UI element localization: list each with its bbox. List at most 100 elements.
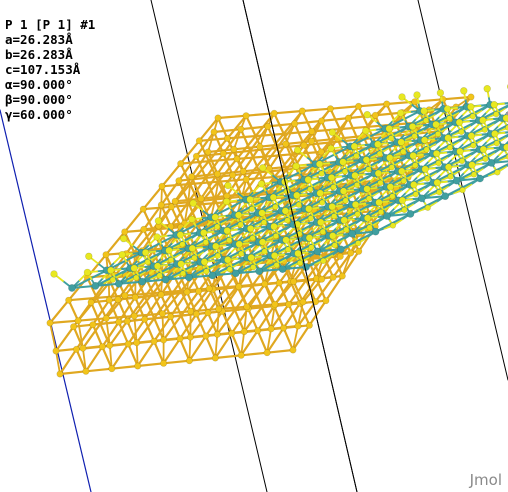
gold-atom <box>197 195 205 203</box>
gold-bond <box>216 114 248 120</box>
gold-atom <box>192 310 200 318</box>
gold-atom <box>140 225 148 233</box>
gold-bond <box>105 294 127 320</box>
gold-bond <box>283 260 295 283</box>
tungsten-atom <box>487 158 496 167</box>
sulfur-atom <box>269 193 278 202</box>
gold-atom <box>121 228 129 236</box>
gold-atom <box>235 283 243 291</box>
gold-bond <box>292 280 305 304</box>
gold-atom <box>318 275 326 283</box>
gold-bond <box>226 135 257 140</box>
sulfur-atom <box>119 234 128 243</box>
tungsten-atom <box>185 273 193 282</box>
sulfur-atom <box>366 224 373 231</box>
gold-atom <box>46 319 54 327</box>
sulfur-atom <box>436 89 445 97</box>
w-w-bond <box>245 180 282 201</box>
w-w-bond <box>140 233 178 254</box>
sulfur-atom <box>458 157 466 165</box>
gold-bond <box>188 336 192 362</box>
gold-atom <box>317 148 325 156</box>
gold-bond <box>170 205 182 229</box>
sulfur-atom <box>398 196 407 205</box>
gold-atom <box>275 279 283 287</box>
gold-atom <box>219 150 227 158</box>
tungsten-atom <box>313 247 322 256</box>
gold-atom <box>214 114 222 122</box>
gold-bond <box>180 289 192 313</box>
sulfur-atom <box>505 124 508 131</box>
sulfur-atom <box>386 154 394 162</box>
gold-bond <box>75 323 95 351</box>
unit-cell-front-edges <box>242 0 358 492</box>
gold-bond <box>214 333 219 359</box>
sulfur-atom <box>446 144 454 151</box>
gold-bond <box>188 334 207 362</box>
gold-atom <box>290 278 298 286</box>
w-w-bond <box>211 272 237 277</box>
gold-bond <box>320 119 332 144</box>
sulfur-atom <box>331 213 338 220</box>
gold-bond <box>49 322 57 352</box>
cell-beta-label: β=90.000° <box>5 92 73 107</box>
gold-bond <box>270 303 290 330</box>
sulfur-atom <box>327 173 336 182</box>
gold-atom <box>229 171 237 179</box>
gold-atom <box>264 122 272 130</box>
sulfur-atom <box>130 264 138 272</box>
gold-atom <box>298 107 306 115</box>
gold-bond <box>240 171 261 198</box>
ws2-layer-atoms <box>50 83 508 292</box>
gold-atom <box>243 303 251 311</box>
gold-bond <box>204 334 217 360</box>
gold-bond <box>282 326 295 352</box>
gold-bond <box>296 300 317 328</box>
gold-bond <box>108 344 113 370</box>
sulfur-atom <box>144 259 151 266</box>
gold-bond <box>240 351 269 357</box>
gold-atom <box>185 357 193 365</box>
sulfur-atom <box>400 148 407 155</box>
sulfur-atom <box>377 179 384 186</box>
gold-atom <box>336 252 344 260</box>
gold-atom <box>294 322 302 330</box>
gold-atom <box>299 298 307 306</box>
gold-atom <box>237 125 245 133</box>
sulfur-atom <box>202 239 209 246</box>
gold-bond <box>204 152 225 179</box>
gold-bond <box>230 332 243 357</box>
gold-bond <box>135 338 165 344</box>
gold-atom <box>256 143 264 151</box>
sulfur-atom <box>235 240 243 248</box>
sulfur-atom <box>375 198 383 207</box>
tungsten-atom <box>476 174 484 183</box>
w-w-bond <box>188 274 214 279</box>
gold-bond <box>292 325 299 351</box>
sulfur-atom <box>494 169 501 176</box>
sulfur-atom <box>481 126 488 133</box>
gold-bond <box>301 109 313 133</box>
sulfur-atom <box>446 115 453 122</box>
w-w-bond <box>258 268 284 273</box>
w-w-bond <box>314 145 352 166</box>
sulfur-atom <box>328 203 336 211</box>
gold-atom <box>52 347 60 355</box>
w-w-bond <box>420 195 447 200</box>
sulfur-atom <box>261 248 268 255</box>
w-w-bond <box>141 278 167 283</box>
gold-bond <box>320 128 341 153</box>
gold-bond <box>72 325 85 350</box>
sulfur-atom <box>411 133 418 140</box>
gold-bond <box>123 292 155 297</box>
gold-bond <box>99 322 111 347</box>
w-w-bond <box>281 266 307 271</box>
gold-bond <box>153 317 165 341</box>
sulfur-atom <box>341 168 349 175</box>
sulfur-atom <box>200 229 208 237</box>
sulfur-atom <box>156 272 163 279</box>
gold-bond <box>142 205 173 211</box>
gold-bond <box>123 228 154 233</box>
gold-bond <box>226 114 248 140</box>
